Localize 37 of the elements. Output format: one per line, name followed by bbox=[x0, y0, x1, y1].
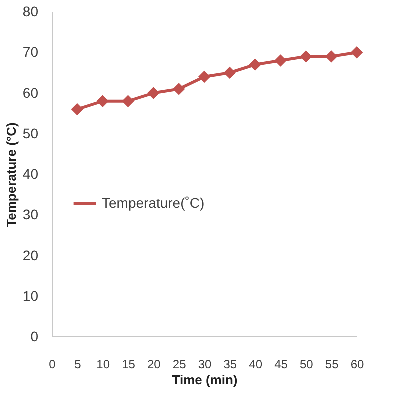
point bbox=[224, 66, 236, 80]
legend-label: Temperature(˚C) bbox=[102, 194, 205, 211]
point bbox=[96, 95, 109, 108]
y-tick-label: 0 bbox=[30, 328, 39, 344]
point bbox=[350, 46, 364, 59]
x-tick-label: 0 bbox=[49, 358, 56, 372]
point bbox=[249, 58, 262, 71]
point bbox=[198, 70, 211, 84]
point bbox=[325, 50, 338, 63]
y-tick-label: 70 bbox=[22, 44, 39, 60]
y-tick-label: 30 bbox=[22, 206, 39, 223]
point bbox=[172, 83, 186, 96]
x-tick-label: 15 bbox=[122, 358, 136, 372]
y-tick-label: 10 bbox=[22, 288, 39, 304]
point bbox=[274, 54, 287, 67]
x-tick-label: 25 bbox=[172, 358, 187, 372]
x-tick-label: 20 bbox=[147, 358, 162, 372]
y-tick-label: 20 bbox=[22, 247, 39, 264]
y-tick-label: 40 bbox=[22, 166, 39, 182]
point bbox=[71, 103, 84, 116]
y-axis-title: Temperature (°C) bbox=[4, 122, 19, 228]
x-axis-title: Time (min) bbox=[172, 372, 238, 388]
x-tick-label: 50 bbox=[300, 358, 314, 372]
y-tick-label: 80 bbox=[22, 4, 39, 20]
x-tick-label: 55 bbox=[325, 358, 340, 372]
x-tick-label: 35 bbox=[224, 358, 238, 372]
x-tick-label: 5 bbox=[74, 358, 82, 372]
x-tick-label: 40 bbox=[249, 358, 263, 372]
y-tick-label: 60 bbox=[22, 84, 39, 101]
y-tick-label: 50 bbox=[22, 125, 39, 142]
point bbox=[300, 50, 312, 63]
x-tick-label: 10 bbox=[96, 358, 110, 372]
x-tick-label: 60 bbox=[350, 358, 364, 372]
point bbox=[122, 95, 134, 108]
point bbox=[148, 87, 160, 100]
x-tick-label: 30 bbox=[198, 358, 212, 372]
x-tick-label: 45 bbox=[274, 358, 288, 372]
